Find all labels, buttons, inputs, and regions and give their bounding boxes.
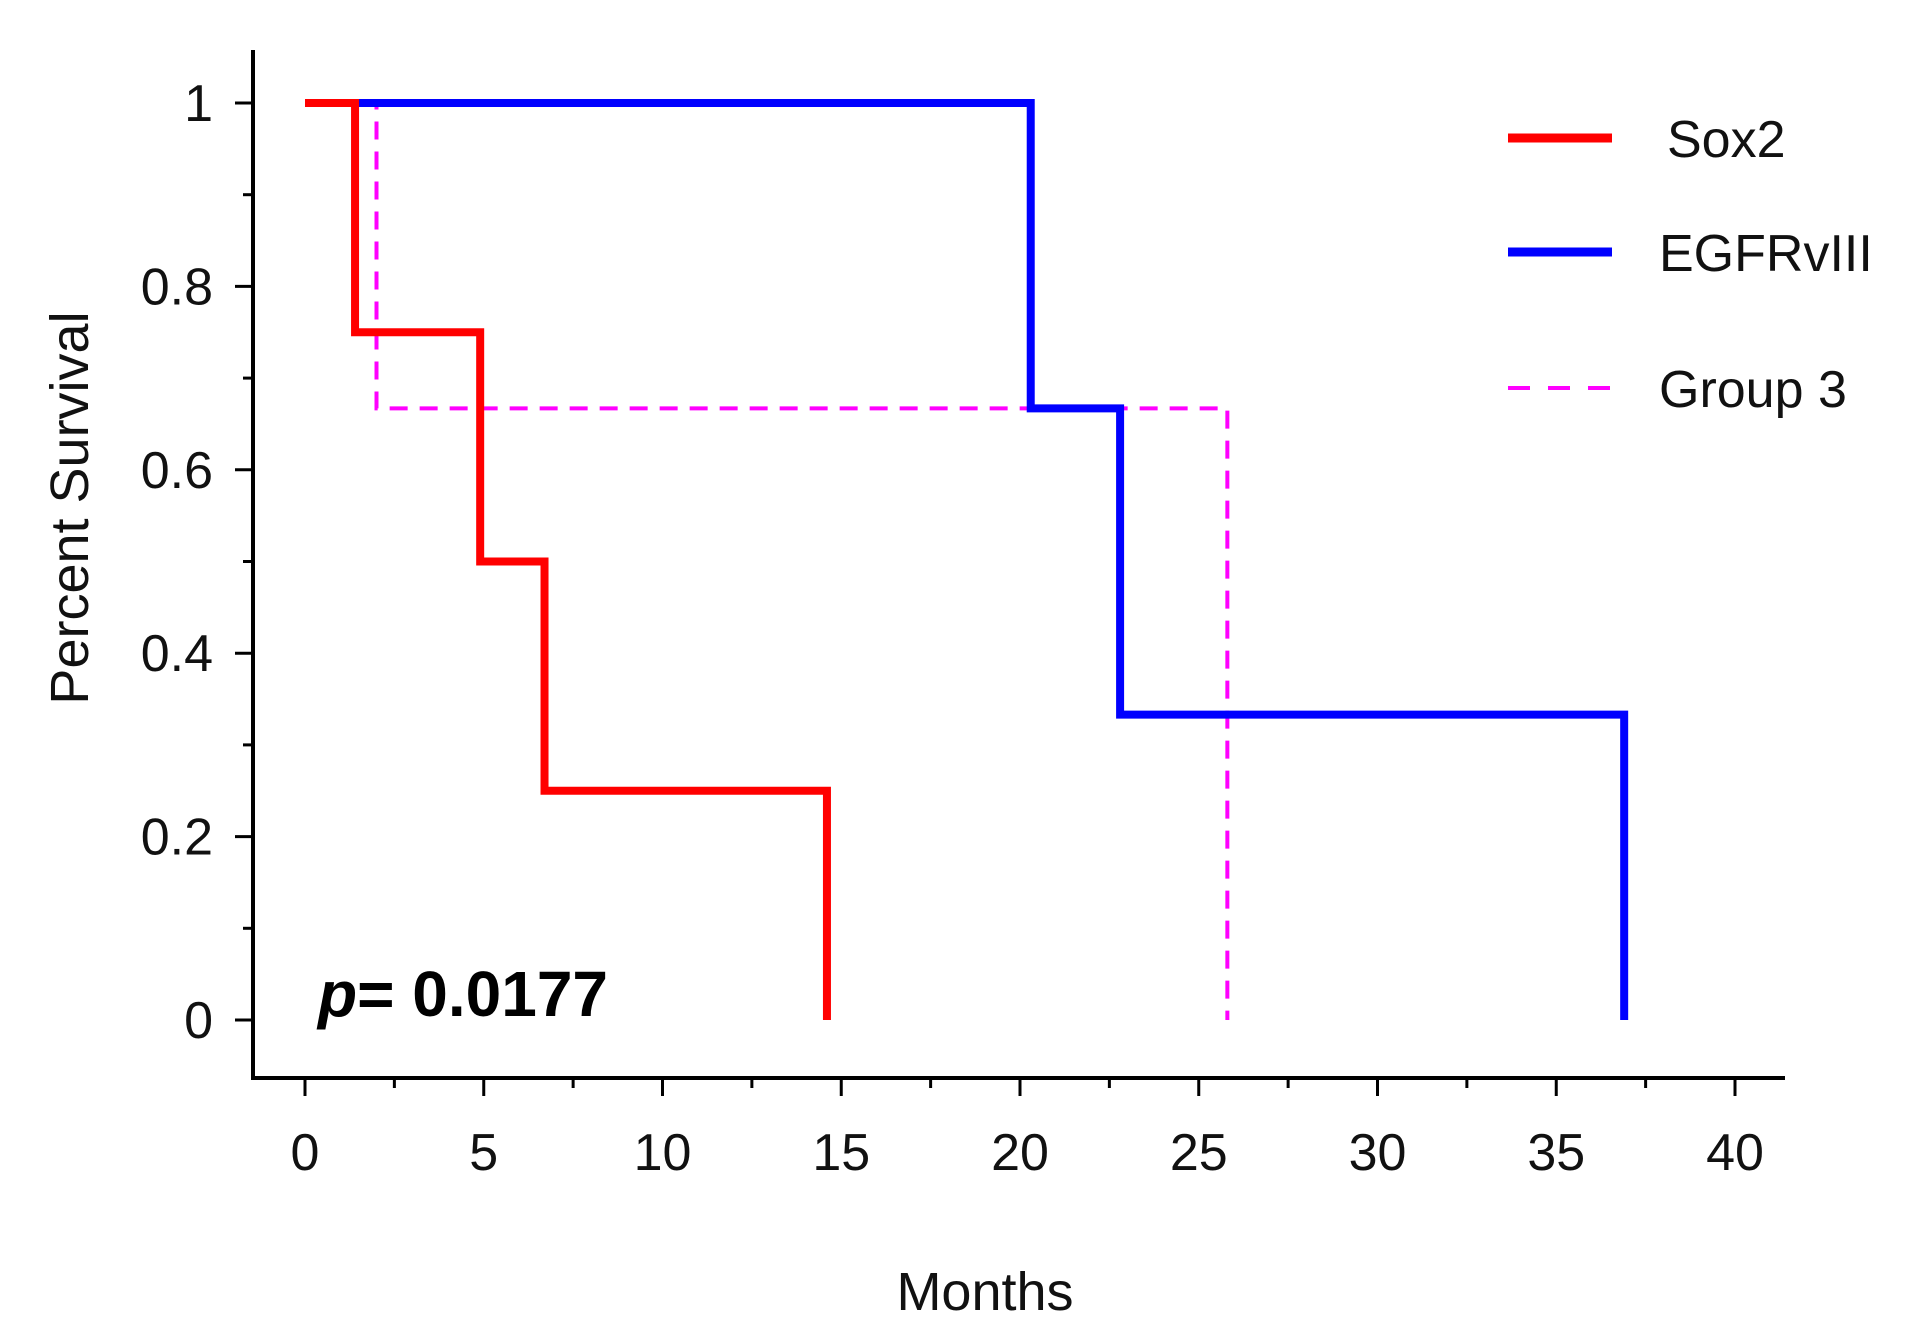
y-tick-label: 0.8 <box>141 258 213 316</box>
x-tick-label: 15 <box>812 1124 870 1182</box>
y-tick-label: 0 <box>184 992 213 1050</box>
x-tick-label: 0 <box>291 1124 320 1182</box>
x-tick-label: 40 <box>1706 1124 1764 1182</box>
y-tick-label: 1 <box>184 75 213 133</box>
axes <box>251 50 1785 1080</box>
series-line-sox2 <box>305 99 831 1020</box>
p-value-text: = 0.0177 <box>357 958 608 1030</box>
y-tick-label: 0.4 <box>141 625 213 683</box>
p-symbol: p <box>316 958 357 1030</box>
y-tick-label: 0.2 <box>141 809 213 867</box>
x-tick-label: 10 <box>634 1124 692 1182</box>
legend-label-egfrviii: EGFRvIII <box>1659 225 1873 283</box>
series-layer <box>305 99 1629 1020</box>
series-line-egfrviii <box>305 99 1629 1020</box>
x-tick-label: 20 <box>991 1124 1049 1182</box>
x-tick-label: 25 <box>1170 1124 1228 1182</box>
ticks: 0 5 10 15 20 25 30 35 40 0 0.2 0.4 0.6 0.8 1 <box>141 75 1764 1182</box>
x-tick-label: 35 <box>1527 1124 1585 1182</box>
x-tick-label: 5 <box>469 1124 498 1182</box>
legend-label-group-3: Group 3 <box>1659 361 1847 419</box>
x-tick-label: 30 <box>1349 1124 1407 1182</box>
y-axis-title: Percent Survival <box>40 311 100 704</box>
legend: Sox2 EGFRvIII Group 3 <box>1508 111 1873 419</box>
p-value-annotation: p= 0.0177 <box>316 958 608 1030</box>
x-axis-title: Months <box>896 1262 1073 1322</box>
legend-label-sox2: Sox2 <box>1667 111 1786 169</box>
series-line-group-3 <box>305 101 1230 1020</box>
y-tick-label: 0.6 <box>141 442 213 500</box>
